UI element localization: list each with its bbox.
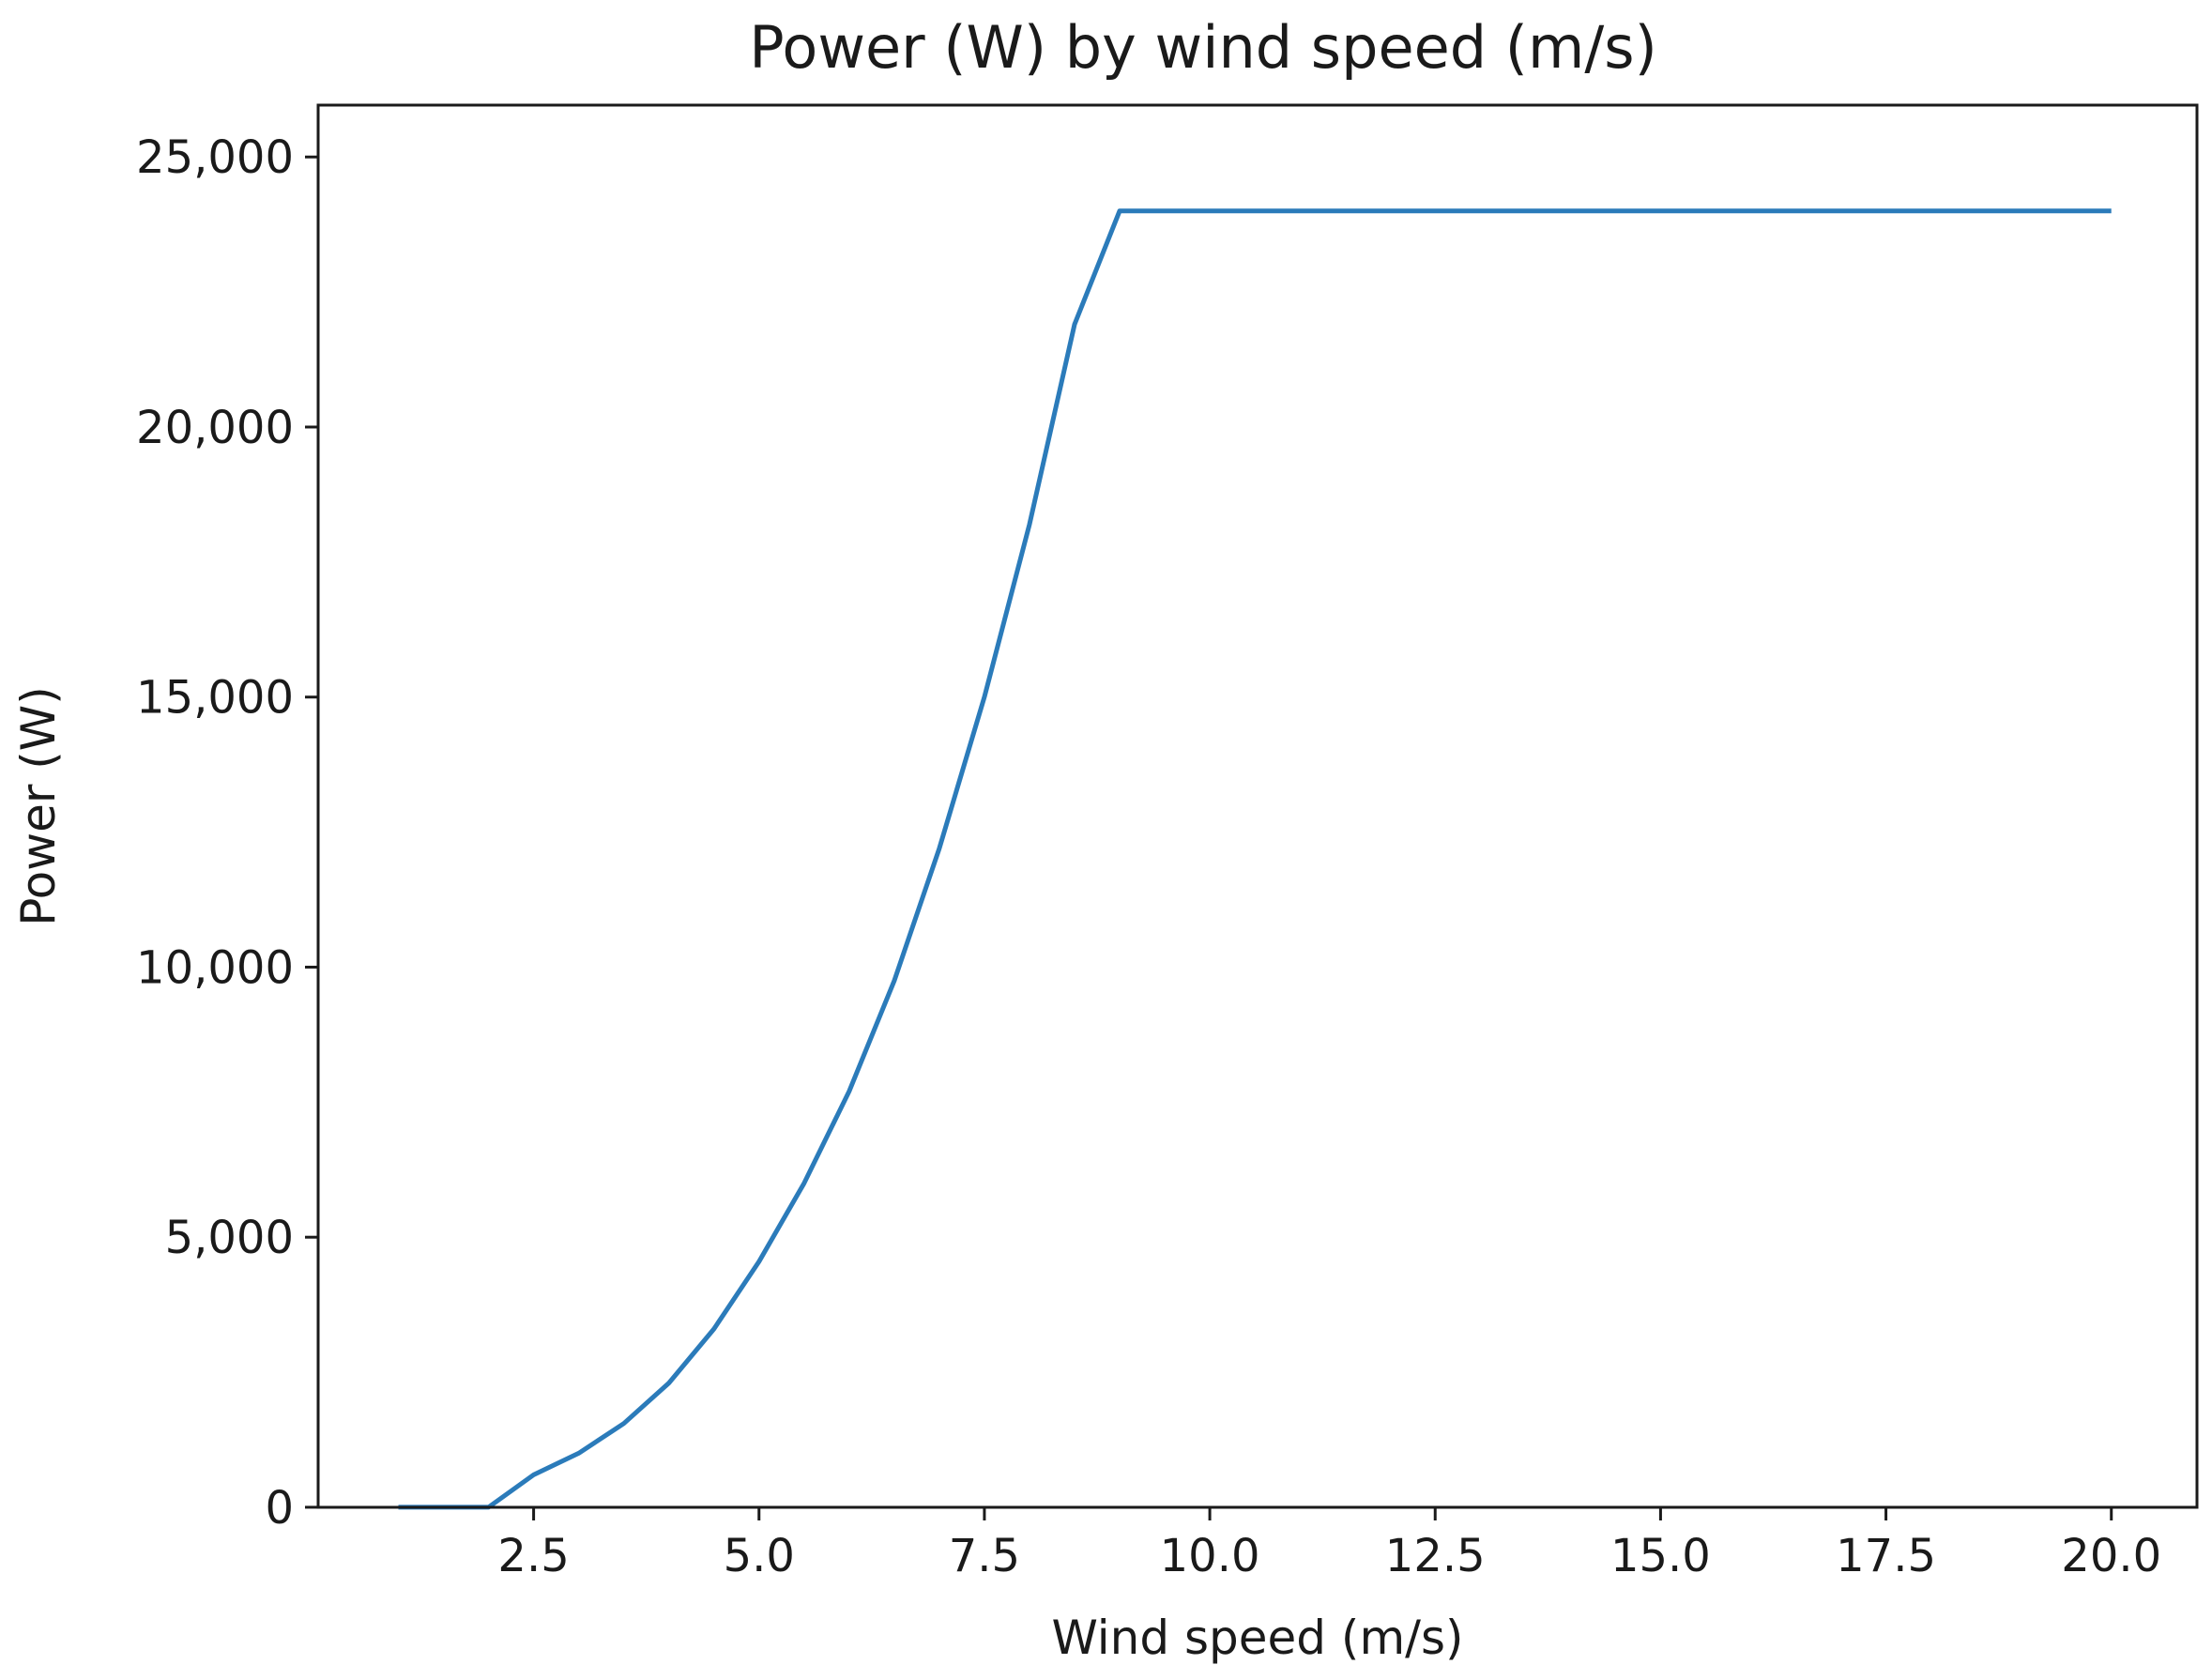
x-tick-label: 20.0 — [2061, 1530, 2161, 1582]
y-axis-label: Power (W) — [11, 686, 66, 926]
x-axis-label: Wind speed (m/s) — [1051, 1611, 1463, 1665]
plot-area — [316, 103, 2199, 1510]
y-tick-label: 10,000 — [136, 941, 294, 994]
x-tick-label: 12.5 — [1385, 1530, 1486, 1582]
x-axis: 2.5 5.0 7.5 10.0 12.5 15.0 17.5 20.0 — [497, 1507, 2161, 1582]
series-line-power — [398, 208, 2112, 1510]
y-tick-label: 20,000 — [136, 402, 294, 454]
y-tick-label: 0 — [265, 1482, 294, 1535]
x-tick-label: 5.0 — [724, 1530, 795, 1582]
x-tick-label: 17.5 — [1836, 1530, 1936, 1582]
x-tick-label: 7.5 — [949, 1530, 1020, 1582]
y-tick-label: 25,000 — [136, 131, 294, 184]
chart-title: Power (W) by wind speed (m/s) — [749, 13, 1657, 82]
x-tick-label: 2.5 — [497, 1530, 569, 1582]
x-tick-label: 10.0 — [1160, 1530, 1260, 1582]
plot-frame — [316, 103, 2199, 1509]
x-tick-label: 15.0 — [1610, 1530, 1711, 1582]
y-axis: 0 5,000 10,000 15,000 20,000 25,000 — [136, 131, 318, 1535]
y-tick-label: 5,000 — [165, 1212, 294, 1264]
y-tick-label: 15,000 — [136, 672, 294, 725]
